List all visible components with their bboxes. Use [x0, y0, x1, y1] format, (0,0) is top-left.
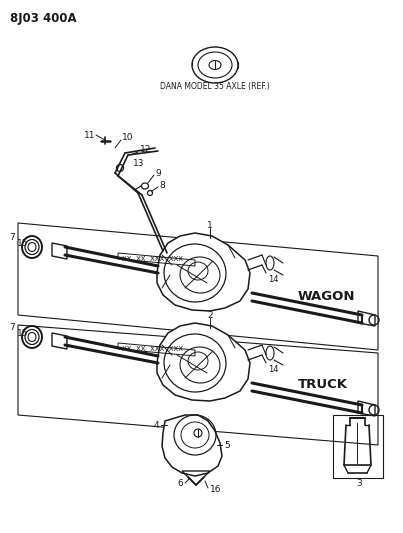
Text: 14: 14 [268, 274, 278, 284]
Text: 6: 6 [177, 479, 183, 488]
Text: 7: 7 [9, 324, 15, 333]
Text: 13: 13 [133, 158, 145, 167]
Text: XX  XX  XXX  XXX: XX XX XXX XXX [122, 346, 183, 352]
Text: TRUCK: TRUCK [298, 378, 348, 392]
Polygon shape [162, 415, 222, 476]
Text: WAGON: WAGON [298, 289, 355, 303]
Text: 8: 8 [159, 181, 165, 190]
Text: 15: 15 [17, 328, 29, 337]
Text: 14: 14 [268, 365, 278, 374]
Text: 15: 15 [17, 238, 29, 247]
Text: 9: 9 [155, 168, 161, 177]
Text: 5: 5 [224, 440, 230, 449]
Text: 16: 16 [210, 486, 222, 495]
Text: DANA MODEL 35 AXLE (REF.): DANA MODEL 35 AXLE (REF.) [160, 82, 270, 91]
Text: 11: 11 [83, 131, 95, 140]
Text: 8J03 400A: 8J03 400A [10, 12, 77, 25]
Polygon shape [157, 323, 250, 401]
Text: 3: 3 [356, 479, 362, 488]
Text: 7: 7 [9, 233, 15, 243]
Text: 4: 4 [154, 421, 159, 430]
Polygon shape [157, 233, 250, 311]
Text: 10: 10 [122, 133, 133, 142]
Text: XX  XX  XXX  XXX: XX XX XXX XXX [122, 256, 183, 262]
Text: 2: 2 [207, 311, 213, 319]
Text: 12: 12 [140, 146, 152, 155]
Text: 1: 1 [207, 221, 213, 230]
